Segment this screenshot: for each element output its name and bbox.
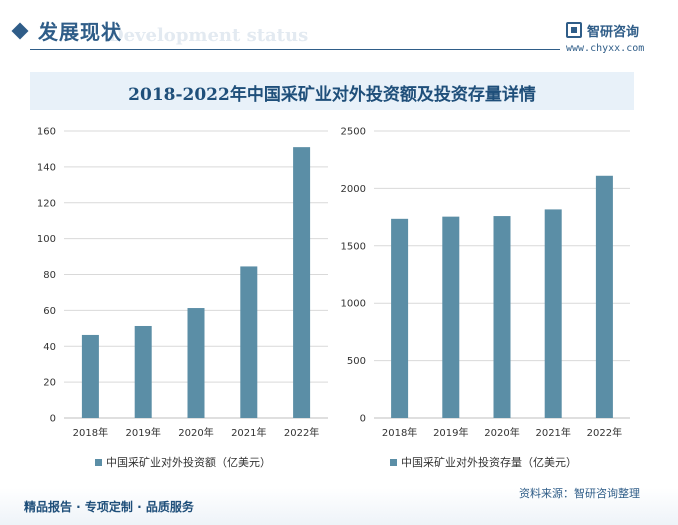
x-tick-label: 2019年 bbox=[433, 426, 468, 439]
y-tick-label: 160 bbox=[37, 127, 56, 138]
header-divider bbox=[30, 49, 560, 50]
y-tick-label: 80 bbox=[43, 270, 56, 281]
y-tick-label: 60 bbox=[43, 306, 56, 317]
y-tick-label: 20 bbox=[43, 378, 56, 389]
section-title: 发展现状 bbox=[38, 20, 122, 44]
x-tick-label: 2020年 bbox=[484, 426, 519, 439]
y-tick-label: 500 bbox=[347, 356, 366, 367]
bar-2 bbox=[442, 216, 460, 418]
bar-4 bbox=[240, 266, 258, 418]
bar-1 bbox=[81, 334, 99, 418]
logo-icon bbox=[566, 22, 582, 38]
logo-text: 智研咨询 bbox=[587, 25, 640, 40]
y-tick-label: 40 bbox=[43, 342, 56, 353]
y-tick-label: 140 bbox=[37, 162, 56, 173]
legend-label: 中国采矿业对外投资存量（亿美元） bbox=[401, 456, 577, 469]
bar-1 bbox=[391, 218, 409, 418]
y-tick-label: 0 bbox=[50, 414, 56, 425]
x-tick-label: 2018年 bbox=[73, 426, 108, 439]
y-tick-label: 100 bbox=[37, 234, 56, 245]
y-tick-label: 1000 bbox=[341, 299, 366, 310]
y-tick-label: 2500 bbox=[341, 127, 366, 138]
legend-label: 中国采矿业对外投资额（亿美元） bbox=[106, 456, 271, 469]
bar-3 bbox=[493, 216, 511, 418]
y-tick-label: 2000 bbox=[341, 184, 366, 195]
x-tick-label: 2018年 bbox=[382, 426, 417, 439]
x-tick-label: 2021年 bbox=[231, 426, 266, 439]
y-tick-label: 120 bbox=[37, 198, 56, 209]
x-tick-label: 2021年 bbox=[535, 426, 570, 439]
legend-stock: 中国采矿业对外投资存量（亿美元） bbox=[390, 454, 577, 470]
bar-4 bbox=[544, 209, 562, 418]
bar-5 bbox=[293, 147, 311, 419]
y-tick-label: 1500 bbox=[341, 241, 366, 252]
legend-investment: 中国采矿业对外投资额（亿美元） bbox=[95, 454, 271, 470]
chart-title: 2018-2022年中国采矿业对外投资额及投资存量详情 bbox=[128, 85, 536, 105]
logo-url: www.chyxx.com bbox=[566, 43, 645, 54]
x-tick-label: 2020年 bbox=[178, 426, 213, 439]
x-tick-label: 2022年 bbox=[587, 426, 622, 439]
data-source: 资料来源：智研咨询整理 bbox=[519, 487, 640, 500]
footer-slogan: 精品报告 · 专项定制 · 品质服务 bbox=[24, 500, 194, 514]
legend-swatch bbox=[95, 458, 102, 466]
legend-swatch bbox=[390, 458, 397, 466]
x-tick-label: 2019年 bbox=[125, 426, 160, 439]
x-tick-label: 2022年 bbox=[284, 426, 319, 439]
section-header: 发展现状 Development status 智研咨询 www.chyxx.c… bbox=[0, 0, 678, 56]
bar-2 bbox=[134, 325, 152, 418]
y-tick-label: 0 bbox=[360, 414, 366, 425]
bar-5 bbox=[595, 175, 613, 418]
chart-title-band: 2018-2022年中国采矿业对外投资额及投资存量详情 bbox=[30, 72, 634, 110]
bar-3 bbox=[187, 308, 205, 418]
